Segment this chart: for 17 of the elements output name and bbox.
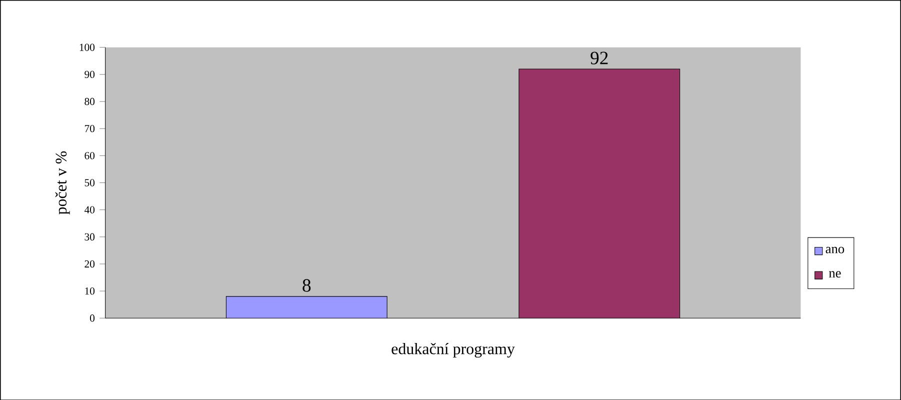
y-tick-label: 10 [85,287,95,294]
y-tick-label: 90 [84,70,95,78]
legend-label: ne [828,270,841,278]
y-tick-label: 70 [84,124,95,132]
y-tick-label: 20 [84,260,95,268]
y-tick-label: 80 [84,98,95,105]
y-tick-label: 100 [80,44,95,51]
data-label: 8 [302,278,311,292]
legend-label: ano [826,246,844,254]
y-tick-label: 50 [84,178,95,186]
y-axis-title: počet v % [55,151,70,214]
y-tick-label: 60 [84,152,95,160]
y-tick-label: 0 [90,314,95,322]
y-tick-label: 30 [84,233,95,240]
data-label: 92 [590,52,608,64]
y-tick-label: 40 [84,206,95,214]
x-axis-title: edukační programy [392,342,515,358]
